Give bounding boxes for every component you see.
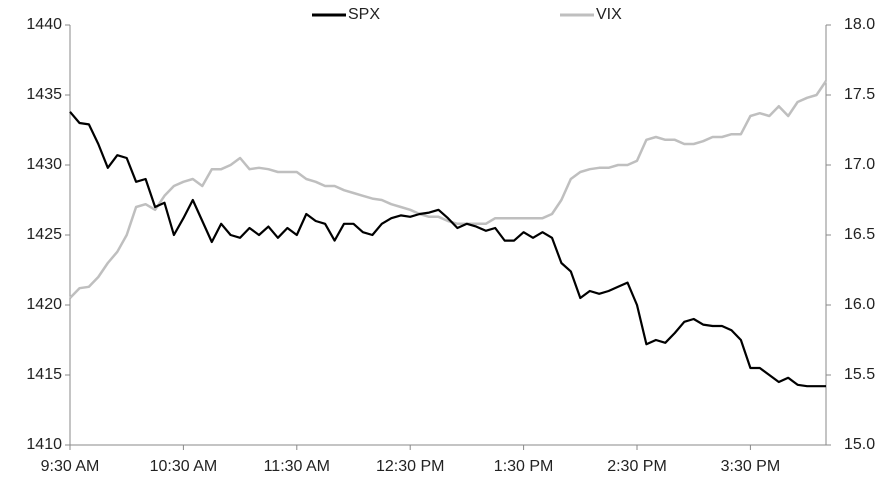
x-tick-label: 10:30 AM [150, 458, 218, 475]
y-tick-label: 1435 [26, 86, 62, 103]
series-line [69, 80, 828, 299]
y-tick-label: 1410 [26, 436, 62, 453]
y2-tick-label: 16.5 [844, 226, 875, 243]
x-tick-label: 9:30 AM [41, 458, 100, 475]
x-tick-label: 12:30 PM [376, 458, 444, 475]
x-tick-label: 11:30 AM [264, 458, 330, 475]
y-tick-label: 1440 [26, 16, 62, 33]
legend-label: VIX [596, 6, 622, 23]
y2-tick-label: 15.0 [844, 436, 875, 453]
y2-tick-label: 15.5 [844, 366, 875, 383]
x-tick-label: 3:30 PM [721, 458, 781, 475]
y2-tick-label: 16.0 [844, 296, 875, 313]
y-tick-label: 1415 [26, 366, 62, 383]
y2-tick-label: 17.0 [844, 156, 875, 173]
y-tick-label: 1430 [26, 156, 62, 173]
y-tick-label: 1420 [26, 296, 62, 313]
y-tick-label: 1425 [26, 226, 62, 243]
x-tick-label: 1:30 PM [494, 458, 554, 475]
x-tick-label: 2:30 PM [607, 458, 667, 475]
legend-label: SPX [348, 6, 380, 23]
y2-tick-label: 18.0 [844, 16, 875, 33]
y2-tick-label: 17.5 [844, 86, 875, 103]
series-line [69, 111, 826, 388]
